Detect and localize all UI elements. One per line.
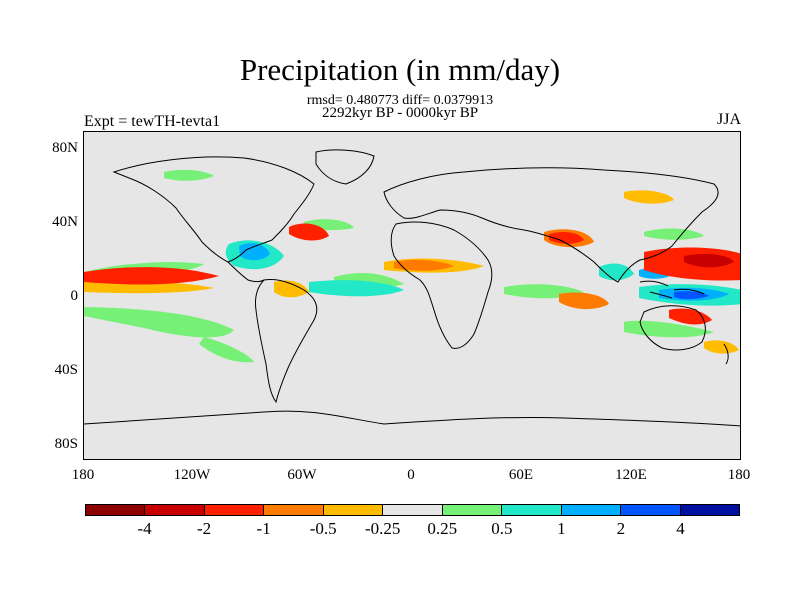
map-canvas	[84, 132, 740, 427]
colorbar-swatch-9	[621, 505, 681, 515]
coast-australia	[639, 305, 706, 351]
colorbar-swatch-3	[264, 505, 324, 515]
colorbar-swatch-1	[145, 505, 205, 515]
anomaly-red-south-west-pacific	[669, 308, 712, 325]
map-title: Precipitation (in mm/day)	[239, 52, 561, 87]
lon-label-120e: 120E	[615, 467, 647, 483]
anomaly-red-atlantic	[289, 223, 329, 241]
anomaly-green-west-pacific	[644, 228, 704, 240]
anomaly-darkblue-new-guinea	[674, 291, 709, 300]
anomaly-orange-sahel	[394, 259, 454, 271]
period-text: 2292kyr BP - 0000kyr BP	[321, 105, 479, 121]
anomaly-yellow-south-pacific	[704, 340, 739, 354]
coast-greenland	[315, 149, 375, 185]
coastlines	[84, 149, 740, 427]
colorbar-swatch-5	[383, 505, 443, 515]
anomaly-cyan-bay-of-bengal	[599, 263, 634, 281]
colorbar-label: -0.5	[309, 519, 337, 538]
season-label: JJA	[716, 111, 741, 128]
colorbar-swatch-8	[561, 505, 622, 515]
anomaly-yellow-north-pacific	[624, 190, 674, 204]
colorbar-swatch-10	[680, 505, 739, 515]
colorbar-label: 0.5	[491, 519, 513, 538]
coast-eurasia	[383, 167, 719, 283]
anomaly-green-spcz	[199, 337, 254, 363]
colorbar-label: 1	[557, 519, 566, 538]
colorbar-swatch-6	[442, 505, 503, 515]
anomaly-red-arabian	[549, 232, 584, 244]
anomaly-fields	[84, 169, 740, 363]
lat-label-0: 0	[70, 288, 79, 304]
colorbar-label: -4	[137, 519, 152, 538]
anomaly-green-south-pacific	[84, 307, 234, 338]
lat-label-40s: 40S	[54, 362, 78, 378]
colorbar-label: 2	[616, 519, 626, 538]
lon-label-60w: 60W	[287, 467, 317, 483]
colorbar-swatch-2	[204, 505, 265, 515]
lon-label-0: 0	[407, 467, 415, 483]
anomaly-red-east-pacific	[84, 267, 219, 285]
coast-africa	[390, 221, 493, 349]
coast-north-america	[112, 156, 315, 263]
anomaly-cyan-equatorial-atlantic	[309, 280, 404, 297]
colorbar-label: -2	[196, 519, 212, 538]
coast-antarctica	[84, 410, 740, 427]
coast-new-zealand	[723, 343, 729, 365]
colorbar-swatch-4	[323, 505, 384, 515]
lon-label-180w: 180	[71, 467, 95, 483]
anomaly-darkred-north-pacific	[684, 254, 734, 268]
colorbar-label: 0.25	[427, 519, 458, 538]
lon-label-180e: 180	[727, 467, 751, 483]
lon-label-60e: 60E	[508, 467, 534, 483]
lat-label-40n: 40N	[52, 214, 78, 230]
anomaly-orange-indian-ocean	[559, 292, 609, 310]
colorbar-label: 4	[676, 519, 685, 538]
anomaly-yellow-pacific	[84, 281, 214, 294]
precipitation-map	[83, 131, 741, 460]
colorbar	[85, 504, 740, 516]
anomaly-yellow-south-america	[274, 280, 309, 298]
colorbar-swatch-7	[502, 505, 562, 515]
anomaly-blue-gulf	[239, 243, 270, 261]
experiment-label: Expt = tewTH-tevta1	[84, 113, 221, 130]
lat-label-80s: 80S	[54, 436, 78, 452]
coast-indonesia	[639, 280, 705, 299]
lon-label-120w: 120W	[173, 467, 211, 483]
colorbar-swatch-0	[86, 505, 146, 515]
coast-south-america	[255, 279, 318, 404]
anomaly-green-arctic	[164, 169, 214, 181]
colorbar-label: -1	[256, 519, 271, 538]
anomaly-green-australia-south	[624, 320, 714, 338]
colorbar-label: -0.25	[365, 519, 401, 538]
lat-label-80n: 80N	[52, 140, 78, 156]
coast-central-america	[227, 261, 265, 282]
stats-text: rmsd= 0.480773 diff= 0.0379913	[306, 93, 494, 108]
